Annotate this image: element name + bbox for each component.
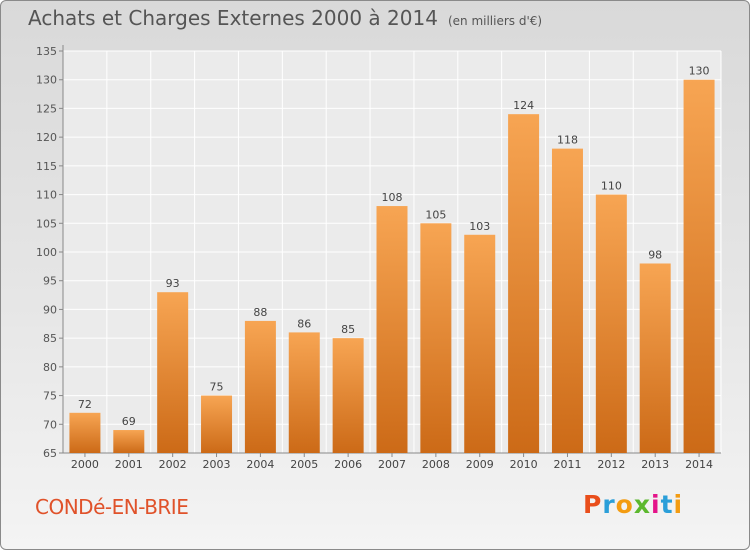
bar-value-label: 98 (648, 248, 662, 261)
bar-2007 (376, 206, 408, 453)
bar-2008 (420, 223, 452, 453)
bar-value-label: 88 (253, 306, 267, 319)
bar-2013 (639, 263, 671, 453)
bar-value-label: 130 (689, 65, 710, 78)
logo-letter: o (615, 490, 634, 519)
x-tick-label: 2001 (115, 458, 143, 471)
bar-2010 (508, 114, 540, 454)
x-tick-label: 2005 (290, 458, 318, 471)
x-tick-label: 2000 (71, 458, 99, 471)
logo-letter: r (602, 490, 616, 519)
x-tick-label: 2006 (334, 458, 362, 471)
bar-2005 (288, 332, 320, 453)
chart-subtitle: (en milliers d'€) (447, 14, 543, 28)
bar-value-label: 85 (341, 323, 355, 336)
bar-2012 (595, 194, 627, 454)
y-tick-label: 75 (43, 390, 57, 403)
bar-value-label: 75 (210, 381, 224, 394)
y-tick-label: 130 (36, 74, 57, 87)
commune-name: CONDé-EN-BRIE (35, 495, 189, 519)
bar-value-label: 105 (425, 208, 446, 221)
x-tick-label: 2003 (203, 458, 231, 471)
logo-letter: t (660, 490, 674, 519)
y-tick-label: 95 (43, 275, 57, 288)
bar-value-label: 86 (297, 317, 311, 330)
x-tick-label: 2012 (597, 458, 625, 471)
y-tick-label: 115 (36, 160, 57, 173)
bar-value-label: 118 (557, 134, 578, 147)
y-tick-label: 65 (43, 447, 57, 460)
bar-value-label: 72 (78, 398, 92, 411)
x-tick-label: 2014 (685, 458, 713, 471)
bar-2011 (551, 148, 583, 453)
bar-2002 (157, 292, 189, 453)
x-tick-label: 2010 (510, 458, 538, 471)
bar-value-label: 93 (166, 277, 180, 290)
bar-2009 (464, 234, 496, 453)
bar-2006 (332, 338, 364, 453)
x-tick-label: 2008 (422, 458, 450, 471)
y-tick-label: 100 (36, 246, 57, 259)
logo-letter: i (673, 490, 684, 519)
bar-2014 (683, 79, 715, 453)
y-tick-label: 70 (43, 418, 57, 431)
y-tick-label: 110 (36, 189, 57, 202)
y-tick-label: 85 (43, 332, 57, 345)
bar-2000 (69, 412, 101, 453)
y-tick-label: 135 (36, 45, 57, 58)
y-tick-label: 80 (43, 361, 57, 374)
bar-value-label: 103 (469, 220, 490, 233)
x-tick-label: 2009 (466, 458, 494, 471)
chart-title: Achats et Charges Externes 2000 à 2014 (e… (28, 6, 542, 30)
bar-2001 (113, 430, 145, 453)
y-tick-label: 105 (36, 217, 57, 230)
chart-title-text: Achats et Charges Externes 2000 à 2014 (28, 6, 438, 30)
x-tick-label: 2011 (553, 458, 581, 471)
bar-2003 (201, 395, 233, 453)
x-tick-label: 2004 (246, 458, 274, 471)
logo-letter: i (651, 490, 661, 519)
x-tick-label: 2013 (641, 458, 669, 471)
y-tick-label: 120 (36, 131, 57, 144)
y-tick-label: 125 (36, 102, 57, 115)
bar-value-label: 69 (122, 415, 136, 428)
bars (69, 79, 715, 454)
x-tick-label: 2007 (378, 458, 406, 471)
proxiti-logo: Proxiti (583, 490, 683, 519)
bar-value-label: 110 (601, 180, 622, 193)
logo-letter: P (583, 490, 603, 519)
y-tick-label: 90 (43, 303, 57, 316)
bar-value-label: 108 (382, 191, 403, 204)
labels: 72 2000 69 2001 93 2002 75 2003 88 2004 86 2005 85 20… (71, 65, 713, 471)
bar-2004 (244, 320, 276, 453)
logo-letter: x (633, 490, 651, 519)
x-tick-label: 2002 (159, 458, 187, 471)
bar-value-label: 124 (513, 99, 534, 112)
